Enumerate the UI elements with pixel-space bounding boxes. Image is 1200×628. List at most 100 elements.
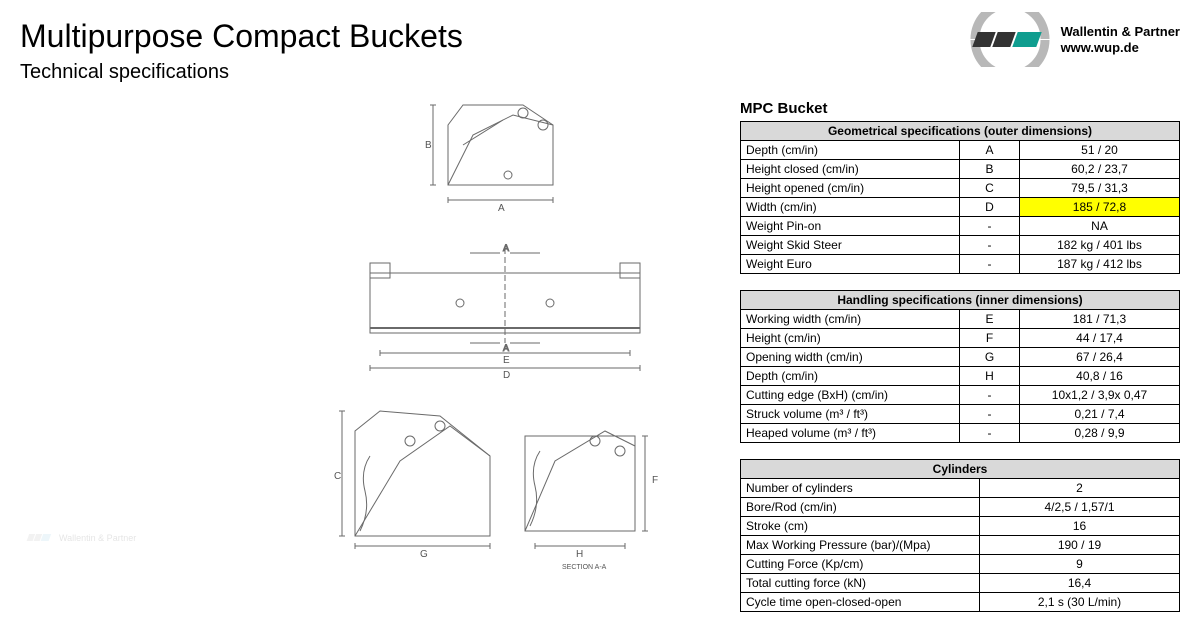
spec-name: Struck volume (m³ / ft³) xyxy=(741,405,960,424)
spec-value: 16 xyxy=(980,517,1180,536)
spec-value: 181 / 71,3 xyxy=(1020,310,1180,329)
spec-label: - xyxy=(960,424,1020,443)
diagram-side-profile: B A xyxy=(315,85,685,215)
watermark: Wallentin & Partner xyxy=(25,529,136,547)
spec-label: F xyxy=(960,329,1020,348)
company-logo: Wallentin & Partner www.wup.de xyxy=(965,12,1180,67)
spec-label: - xyxy=(960,255,1020,274)
table-row: Heaped volume (m³ / ft³) - 0,28 / 9,9 xyxy=(741,424,1180,443)
spec-value: 4/2,5 / 1,57/1 xyxy=(980,498,1180,517)
table-row: Struck volume (m³ / ft³) - 0,21 / 7,4 xyxy=(741,405,1180,424)
spec-value: 187 kg / 412 lbs xyxy=(1020,255,1180,274)
spec-title: MPC Bucket xyxy=(740,100,1180,117)
company-name: Wallentin & Partner xyxy=(1061,24,1180,40)
spec-label: D xyxy=(960,198,1020,217)
spec-name: Depth (cm/in) xyxy=(741,141,960,160)
spec-label: E xyxy=(960,310,1020,329)
dim-label-b: B xyxy=(425,140,432,151)
wup-logo-icon xyxy=(965,12,1055,67)
spec-label: - xyxy=(960,405,1020,424)
technical-diagrams: B A A A E D xyxy=(315,85,685,594)
dim-label-d: D xyxy=(503,370,510,381)
table-handling: Handling specifications (inner dimension… xyxy=(740,290,1180,443)
svg-text:A: A xyxy=(503,243,509,253)
spec-name: Working width (cm/in) xyxy=(741,310,960,329)
table-row: Depth (cm/in) A 51 / 20 xyxy=(741,141,1180,160)
spec-name: Number of cylinders xyxy=(741,479,980,498)
table-row: Width (cm/in) D 185 / 72,8 xyxy=(741,198,1180,217)
spec-value: 16,4 xyxy=(980,574,1180,593)
spec-name: Weight Skid Steer xyxy=(741,236,960,255)
table-row: Height closed (cm/in) B 60,2 / 23,7 xyxy=(741,160,1180,179)
spec-value: 190 / 19 xyxy=(980,536,1180,555)
spec-value: 2,1 s (30 L/min) xyxy=(980,593,1180,612)
spec-name: Bore/Rod (cm/in) xyxy=(741,498,980,517)
spec-value: 67 / 26,4 xyxy=(1020,348,1180,367)
dim-label-e: E xyxy=(503,355,510,366)
table-header: Geometrical specifications (outer dimens… xyxy=(741,122,1180,141)
diagram-section: C G F H SECTION A-A xyxy=(315,401,685,576)
spec-value: NA xyxy=(1020,217,1180,236)
diagram-front-view: A A E D xyxy=(315,233,685,383)
spec-value: 9 xyxy=(980,555,1180,574)
spec-value: 79,5 / 31,3 xyxy=(1020,179,1180,198)
spec-value: 2 xyxy=(980,479,1180,498)
spec-name: Cutting edge (BxH) (cm/in) xyxy=(741,386,960,405)
table-row: Working width (cm/in) E 181 / 71,3 xyxy=(741,310,1180,329)
table-row: Cutting Force (Kp/cm) 9 xyxy=(741,555,1180,574)
spec-name: Height closed (cm/in) xyxy=(741,160,960,179)
spec-name: Opening width (cm/in) xyxy=(741,348,960,367)
spec-name: Total cutting force (kN) xyxy=(741,574,980,593)
spec-name: Max Working Pressure (bar)/(Mpa) xyxy=(741,536,980,555)
table-row: Bore/Rod (cm/in) 4/2,5 / 1,57/1 xyxy=(741,498,1180,517)
table-row: Depth (cm/in) H 40,8 / 16 xyxy=(741,367,1180,386)
table-row: Cutting edge (BxH) (cm/in) - 10x1,2 / 3,… xyxy=(741,386,1180,405)
table-row: Max Working Pressure (bar)/(Mpa) 190 / 1… xyxy=(741,536,1180,555)
spec-value: 51 / 20 xyxy=(1020,141,1180,160)
dim-label-g: G xyxy=(420,549,428,560)
spec-name: Width (cm/in) xyxy=(741,198,960,217)
spec-value: 44 / 17,4 xyxy=(1020,329,1180,348)
spec-value: 40,8 / 16 xyxy=(1020,367,1180,386)
table-row: Total cutting force (kN) 16,4 xyxy=(741,574,1180,593)
spec-name: Heaped volume (m³ / ft³) xyxy=(741,424,960,443)
svg-text:A: A xyxy=(503,343,509,353)
dim-label-c: C xyxy=(334,471,341,482)
spec-tables: MPC Bucket Geometrical specifications (o… xyxy=(740,100,1180,628)
spec-name: Cutting Force (Kp/cm) xyxy=(741,555,980,574)
spec-name: Stroke (cm) xyxy=(741,517,980,536)
spec-value: 0,21 / 7,4 xyxy=(1020,405,1180,424)
spec-name: Height opened (cm/in) xyxy=(741,179,960,198)
spec-label: A xyxy=(960,141,1020,160)
spec-name: Weight Euro xyxy=(741,255,960,274)
section-label: SECTION A-A xyxy=(562,564,607,571)
spec-label: - xyxy=(960,386,1020,405)
spec-label: - xyxy=(960,217,1020,236)
spec-value: 185 / 72,8 xyxy=(1020,198,1180,217)
logo-text-block: Wallentin & Partner www.wup.de xyxy=(1061,24,1180,55)
spec-label: C xyxy=(960,179,1020,198)
table-cylinders: Cylinders Number of cylinders 2Bore/Rod … xyxy=(740,459,1180,612)
table-row: Number of cylinders 2 xyxy=(741,479,1180,498)
company-url: www.wup.de xyxy=(1061,40,1180,55)
table-row: Weight Skid Steer - 182 kg / 401 lbs xyxy=(741,236,1180,255)
table-row: Height (cm/in) F 44 / 17,4 xyxy=(741,329,1180,348)
table-row: Weight Pin-on - NA xyxy=(741,217,1180,236)
spec-value: 10x1,2 / 3,9x 0,47 xyxy=(1020,386,1180,405)
spec-value: 0,28 / 9,9 xyxy=(1020,424,1180,443)
table-geometrical: Geometrical specifications (outer dimens… xyxy=(740,121,1180,274)
table-row: Weight Euro - 187 kg / 412 lbs xyxy=(741,255,1180,274)
table-row: Cycle time open-closed-open 2,1 s (30 L/… xyxy=(741,593,1180,612)
spec-value: 182 kg / 401 lbs xyxy=(1020,236,1180,255)
spec-value: 60,2 / 23,7 xyxy=(1020,160,1180,179)
table-header: Cylinders xyxy=(741,460,1180,479)
spec-label: - xyxy=(960,236,1020,255)
spec-label: G xyxy=(960,348,1020,367)
spec-name: Cycle time open-closed-open xyxy=(741,593,980,612)
spec-name: Weight Pin-on xyxy=(741,217,960,236)
dim-label-h: H xyxy=(576,549,583,560)
table-header: Handling specifications (inner dimension… xyxy=(741,291,1180,310)
table-row: Opening width (cm/in) G 67 / 26,4 xyxy=(741,348,1180,367)
table-row: Stroke (cm) 16 xyxy=(741,517,1180,536)
spec-label: B xyxy=(960,160,1020,179)
